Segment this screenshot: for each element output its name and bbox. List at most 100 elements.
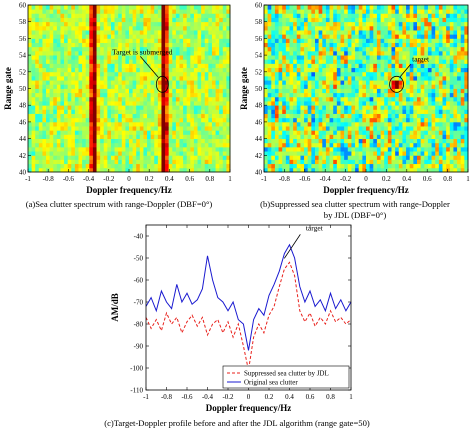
heatmap-cell xyxy=(296,71,301,77)
heatmap-cell xyxy=(147,101,152,106)
heatmap-cell xyxy=(82,105,87,110)
heatmap-cell xyxy=(38,5,43,10)
heatmap-cell xyxy=(460,59,465,64)
heatmap-cell xyxy=(139,134,144,140)
heatmap-cell xyxy=(300,46,305,52)
heatmap-cell xyxy=(274,105,279,110)
heatmap-cell xyxy=(67,34,72,39)
heatmap-cell xyxy=(307,109,312,114)
heatmap-cell xyxy=(147,151,152,156)
heatmap-cell xyxy=(315,9,320,14)
heatmap-cell xyxy=(103,80,108,85)
heatmap-cell xyxy=(307,142,312,148)
heatmap-cell xyxy=(325,155,330,160)
heatmap-cell xyxy=(417,42,422,48)
heatmap-cell xyxy=(53,55,58,60)
heatmap-cell xyxy=(333,88,338,94)
heatmap-cell xyxy=(179,13,184,18)
heatmap-cell xyxy=(307,63,312,69)
heatmap-cell xyxy=(53,117,58,123)
heatmap-cell xyxy=(197,101,202,106)
heatmap-cell xyxy=(85,67,90,73)
heatmap-cell xyxy=(369,55,374,60)
heatmap-cell xyxy=(129,134,134,140)
heatmap-cell xyxy=(464,59,469,64)
heatmap-cell xyxy=(71,105,76,110)
heatmap-cell xyxy=(457,75,462,81)
heatmap-cell xyxy=(271,71,276,77)
heatmap-cell xyxy=(219,50,224,56)
heatmap-cell xyxy=(420,151,425,156)
heatmap-cell xyxy=(186,117,191,123)
heatmap-cell xyxy=(285,113,290,119)
heatmap-cell xyxy=(143,46,148,52)
heatmap-cell xyxy=(129,55,134,60)
heatmap-cell xyxy=(380,75,385,81)
heatmap-cell xyxy=(406,5,411,10)
heatmap-cell xyxy=(147,159,152,165)
heatmap-cell xyxy=(267,9,272,14)
heatmap-cell xyxy=(449,92,454,98)
heatmap-cell xyxy=(74,159,79,165)
heatmap-cell xyxy=(89,55,94,60)
heatmap-cell xyxy=(380,101,385,106)
heatmap-cell xyxy=(380,50,385,56)
heatmap-cell xyxy=(362,55,367,60)
heatmap-cell xyxy=(376,13,381,18)
heatmap-cell xyxy=(347,17,352,23)
heatmap-cell xyxy=(110,55,115,60)
heatmap-cell xyxy=(71,30,76,35)
heatmap-cell xyxy=(89,71,94,77)
heatmap-cell xyxy=(387,134,392,140)
heatmap-cell xyxy=(35,163,40,169)
heatmap-cell xyxy=(449,63,454,69)
heatmap-cell xyxy=(391,101,396,106)
heatmap-cell xyxy=(366,38,371,43)
heatmap-cell xyxy=(89,75,94,81)
heatmap-cell xyxy=(121,71,126,77)
heatmap-cell xyxy=(307,126,312,131)
heatmap-cell xyxy=(293,38,298,43)
heatmap-cell xyxy=(89,109,94,114)
heatmap-cell xyxy=(67,163,72,169)
heatmap-cell xyxy=(264,59,269,64)
annotation-label: Target is submerged xyxy=(112,47,173,56)
heatmap-cell xyxy=(208,96,213,102)
heatmap-cell xyxy=(64,25,69,31)
heatmap-cell xyxy=(307,88,312,94)
heatmap-cell xyxy=(289,163,294,169)
heatmap-cell xyxy=(89,167,94,173)
heatmap-cell xyxy=(118,101,123,106)
heatmap-cell xyxy=(71,71,76,77)
heatmap-cell xyxy=(38,9,43,14)
heatmap-cell xyxy=(296,80,301,85)
heatmap-cell xyxy=(49,159,54,165)
heatmap-cell xyxy=(121,75,126,81)
heatmap-cell xyxy=(53,151,58,156)
heatmap-cell xyxy=(300,105,305,110)
heatmap-cell xyxy=(64,5,69,10)
heatmap-cell xyxy=(336,9,341,14)
heatmap-cell xyxy=(110,113,115,119)
heatmap-cell xyxy=(215,38,220,43)
heatmap-cell xyxy=(118,71,123,77)
heatmap-cell xyxy=(435,167,440,173)
heatmap-cell xyxy=(186,63,191,69)
heatmap-cell xyxy=(387,151,392,156)
heatmap-cell xyxy=(172,17,177,23)
heatmap-cell xyxy=(406,105,411,110)
heatmap-cell xyxy=(49,55,54,60)
heatmap-cell xyxy=(49,88,54,94)
heatmap-cell xyxy=(154,130,159,135)
heatmap-cell xyxy=(53,138,58,144)
heatmap-cell xyxy=(92,117,97,123)
heatmap-cell xyxy=(132,50,137,56)
heatmap-cell xyxy=(380,159,385,165)
heatmap-cell xyxy=(398,50,403,56)
heatmap-cell xyxy=(183,5,188,10)
heatmap-cell xyxy=(453,88,458,94)
heatmap-cell xyxy=(289,84,294,89)
heatmap-cell xyxy=(384,121,389,127)
heatmap-cell xyxy=(464,5,469,10)
heatmap-cell xyxy=(150,92,155,98)
